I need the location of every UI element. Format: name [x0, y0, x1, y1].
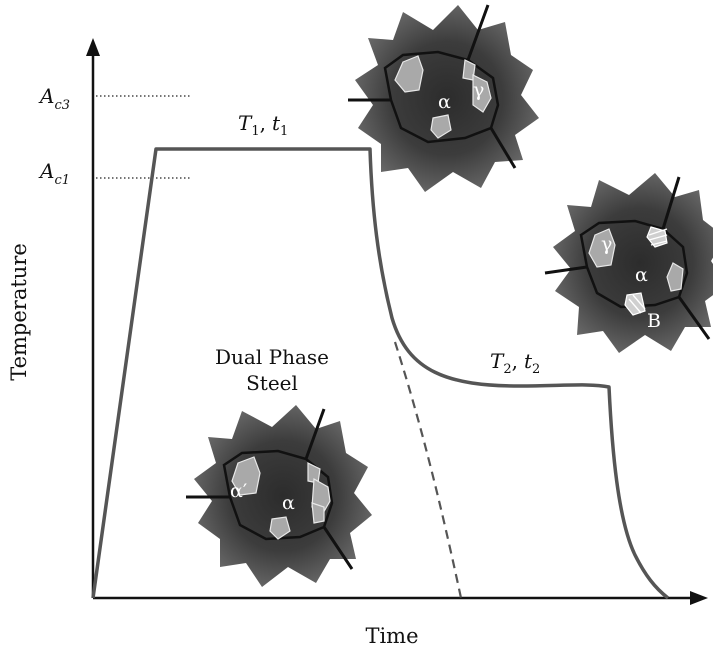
y-axis-arrowhead — [86, 38, 100, 56]
gamma-islands — [588, 228, 684, 292]
microstructure-dual-phase: α α′ — [186, 405, 372, 587]
level-ac1: Ac1 — [38, 159, 191, 188]
quench-dashed-curve — [393, 341, 463, 599]
axes — [86, 38, 708, 605]
microstructure-bainitic: α γ B — [544, 173, 713, 353]
grain-blob — [553, 173, 713, 353]
heat-treatment-curve — [91, 147, 670, 600]
bainite-laths — [628, 228, 668, 314]
level-ac3: Ac3 — [38, 84, 191, 113]
stage-t1-label: T1, t1 — [238, 111, 288, 139]
gamma-label: γ — [473, 79, 484, 101]
alpha-label: α — [282, 492, 295, 514]
dual-phase-label-line2: Steel — [246, 371, 298, 395]
alpha-label: α — [635, 264, 648, 286]
x-axis-label: Time — [365, 624, 418, 648]
grain-boundaries — [544, 176, 711, 340]
dual-phase-label-line1: Dual Phase — [215, 345, 329, 369]
grain-blob — [194, 405, 372, 587]
grain-boundaries — [348, 4, 517, 169]
alpha-label: α — [438, 91, 451, 113]
gamma-label: γ — [601, 233, 612, 255]
ac1-label: Ac1 — [38, 159, 70, 188]
stage-t2-label: T2, t2 — [490, 349, 540, 377]
y-axis-label: Temperature — [7, 243, 31, 381]
grain-blob — [355, 5, 539, 192]
x-axis-arrowhead — [690, 591, 708, 605]
martensite-islands — [231, 456, 331, 540]
alpha-prime-label: α′ — [230, 480, 247, 502]
microstructure-intercritical: α γ — [348, 4, 539, 192]
grain-boundaries — [186, 408, 354, 570]
ac3-label: Ac3 — [38, 84, 70, 113]
bainite-label: B — [647, 310, 661, 332]
gamma-islands — [394, 55, 492, 139]
